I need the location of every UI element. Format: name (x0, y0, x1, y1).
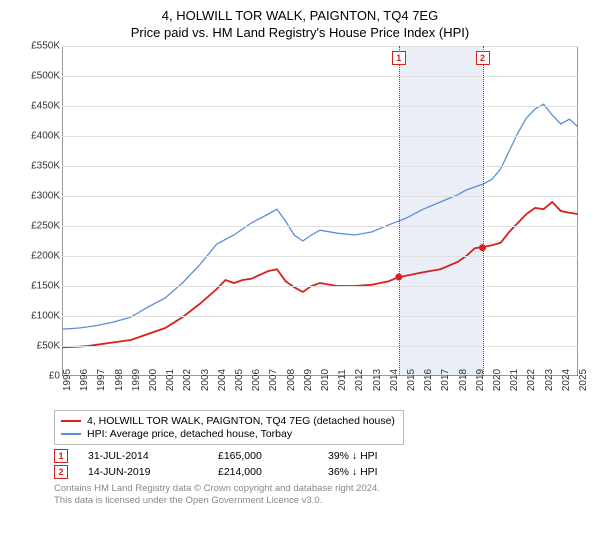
chart-container: 4, HOLWILL TOR WALK, PAIGNTON, TQ4 7EG P… (0, 0, 600, 560)
gridline-h (62, 256, 578, 257)
sale-price: £214,000 (218, 466, 308, 478)
x-tick-label: 2018 (458, 369, 469, 391)
chart-area: £0 £50K £100K £150K £200K £250K £300K £350K £400… (20, 46, 580, 406)
sales-table: 1 31-JUL-2014 £165,000 39% ↓ HPI 2 14-JUN-201… (54, 449, 588, 479)
x-tick-label: 2005 (234, 369, 245, 391)
footer-line-2: This data is licensed under the Open Gov… (54, 495, 588, 507)
gridline-h (62, 166, 578, 167)
gridline-h (62, 226, 578, 227)
y-tick-label: £450K (31, 101, 60, 112)
x-tick-label: 1999 (131, 369, 142, 391)
sale-marker-icon: 2 (54, 465, 68, 479)
y-tick-label: £500K (31, 71, 60, 82)
sale-marker-icon: 1 (54, 449, 68, 463)
y-tick-label: £300K (31, 191, 60, 202)
x-tick-label: 2017 (440, 369, 451, 391)
x-tick-label: 2004 (217, 369, 228, 391)
legend-swatch (61, 420, 81, 422)
sale-vs-hpi: 36% ↓ HPI (328, 466, 378, 478)
sale-date: 31-JUL-2014 (88, 450, 198, 462)
legend-label: HPI: Average price, detached house, Torb… (87, 428, 292, 440)
series-hpi (62, 104, 578, 329)
y-tick-label: £350K (31, 161, 60, 172)
sale-vline (399, 46, 400, 376)
x-tick-label: 2015 (406, 369, 417, 391)
series-property (62, 202, 578, 347)
y-tick-label: £0 (49, 371, 60, 382)
x-tick-label: 2014 (389, 369, 400, 391)
x-tick-label: 2013 (372, 369, 383, 391)
x-tick-label: 2000 (148, 369, 159, 391)
plot-svg (62, 46, 578, 376)
x-tick-label: 1997 (96, 369, 107, 391)
y-axis: £0£50K£100K£150K£200K£250K£300K£350K£400… (20, 46, 62, 376)
x-tick-label: 2003 (200, 369, 211, 391)
legend-row: 4, HOLWILL TOR WALK, PAIGNTON, TQ4 7EG (… (61, 415, 397, 427)
x-axis: 1995199619971998199920002001200220032004… (62, 376, 578, 406)
gridline-h (62, 346, 578, 347)
gridline-h (62, 136, 578, 137)
x-tick-label: 2016 (423, 369, 434, 391)
chart-subtitle: Price paid vs. HM Land Registry's House … (12, 25, 588, 40)
y-tick-label: £200K (31, 251, 60, 262)
x-tick-label: 2007 (268, 369, 279, 391)
gridline-h (62, 46, 578, 47)
x-tick-label: 2023 (544, 369, 555, 391)
sale-date: 14-JUN-2019 (88, 466, 198, 478)
chart-title: 4, HOLWILL TOR WALK, PAIGNTON, TQ4 7EG (12, 8, 588, 23)
y-tick-label: £50K (37, 341, 60, 352)
sale-row: 1 31-JUL-2014 £165,000 39% ↓ HPI (54, 449, 588, 463)
x-tick-label: 1995 (62, 369, 73, 391)
y-tick-label: £150K (31, 281, 60, 292)
sale-vs-hpi: 39% ↓ HPI (328, 450, 378, 462)
y-tick-label: £400K (31, 131, 60, 142)
x-tick-label: 2021 (509, 369, 520, 391)
x-tick-label: 2011 (337, 369, 348, 391)
y-tick-label: £250K (31, 221, 60, 232)
y-tick-label: £100K (31, 311, 60, 322)
gridline-h (62, 286, 578, 287)
x-tick-label: 2020 (492, 369, 503, 391)
x-tick-label: 2012 (354, 369, 365, 391)
x-tick-label: 2001 (165, 369, 176, 391)
x-tick-label: 2008 (286, 369, 297, 391)
x-tick-label: 2002 (182, 369, 193, 391)
x-tick-label: 2006 (251, 369, 262, 391)
y-tick-label: £550K (31, 41, 60, 52)
x-tick-label: 2019 (475, 369, 486, 391)
legend-label: 4, HOLWILL TOR WALK, PAIGNTON, TQ4 7EG (… (87, 415, 395, 427)
sale-vline (483, 46, 484, 376)
plot-region: 12 (62, 46, 578, 376)
sale-marker-top: 1 (392, 51, 406, 65)
x-tick-label: 1998 (114, 369, 125, 391)
gridline-h (62, 76, 578, 77)
footer-line-1: Contains HM Land Registry data © Crown c… (54, 483, 588, 495)
footer: Contains HM Land Registry data © Crown c… (54, 483, 588, 508)
sale-row: 2 14-JUN-2019 £214,000 36% ↓ HPI (54, 465, 588, 479)
x-tick-label: 2010 (320, 369, 331, 391)
sale-price: £165,000 (218, 450, 308, 462)
x-tick-label: 2024 (561, 369, 572, 391)
x-tick-label: 2009 (303, 369, 314, 391)
x-tick-label: 1996 (79, 369, 90, 391)
x-tick-label: 2025 (578, 369, 589, 391)
legend-swatch (61, 433, 81, 435)
gridline-h (62, 196, 578, 197)
gridline-h (62, 316, 578, 317)
legend: 4, HOLWILL TOR WALK, PAIGNTON, TQ4 7EG (… (54, 410, 404, 445)
sale-marker-top: 2 (476, 51, 490, 65)
gridline-h (62, 106, 578, 107)
x-tick-label: 2022 (526, 369, 537, 391)
legend-row: HPI: Average price, detached house, Torb… (61, 428, 397, 440)
